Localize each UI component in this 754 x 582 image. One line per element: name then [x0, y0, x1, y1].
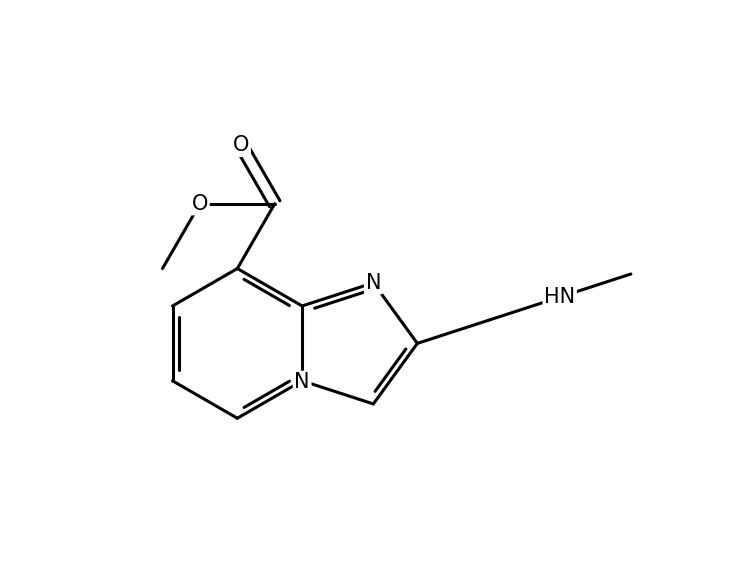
Text: N: N — [294, 372, 310, 392]
Text: N: N — [366, 273, 381, 293]
Text: O: O — [192, 194, 208, 214]
Text: O: O — [233, 136, 250, 155]
Text: HN: HN — [544, 287, 575, 307]
